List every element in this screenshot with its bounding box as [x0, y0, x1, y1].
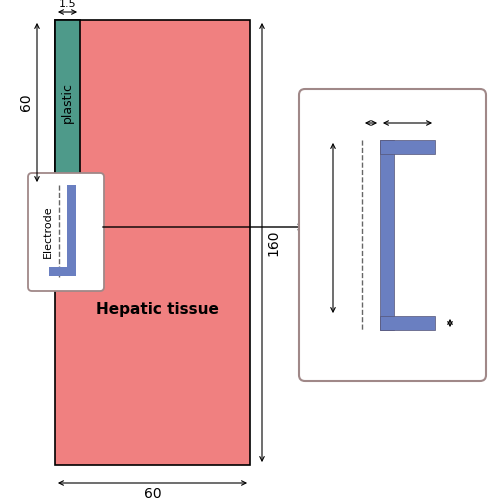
FancyBboxPatch shape — [28, 173, 104, 291]
Bar — [55, 20, 80, 185]
Bar — [49, 267, 76, 276]
Text: Electrode: Electrode — [43, 206, 53, 258]
Text: Hepatic tissue: Hepatic tissue — [96, 302, 219, 317]
Text: 0.5: 0.5 — [399, 108, 416, 118]
Text: 30: 30 — [317, 220, 330, 236]
Bar — [380, 140, 394, 330]
Bar — [380, 140, 435, 154]
Text: 160: 160 — [266, 229, 280, 256]
Bar — [380, 316, 435, 330]
Bar — [67, 185, 76, 267]
Text: 60: 60 — [19, 94, 33, 112]
Text: 1.5: 1.5 — [453, 314, 463, 332]
Text: 1: 1 — [368, 108, 374, 118]
FancyBboxPatch shape — [299, 89, 486, 381]
Text: plastic: plastic — [61, 82, 74, 123]
Bar — [55, 20, 250, 465]
Text: 60: 60 — [144, 487, 162, 500]
Text: 1.5: 1.5 — [59, 0, 76, 9]
